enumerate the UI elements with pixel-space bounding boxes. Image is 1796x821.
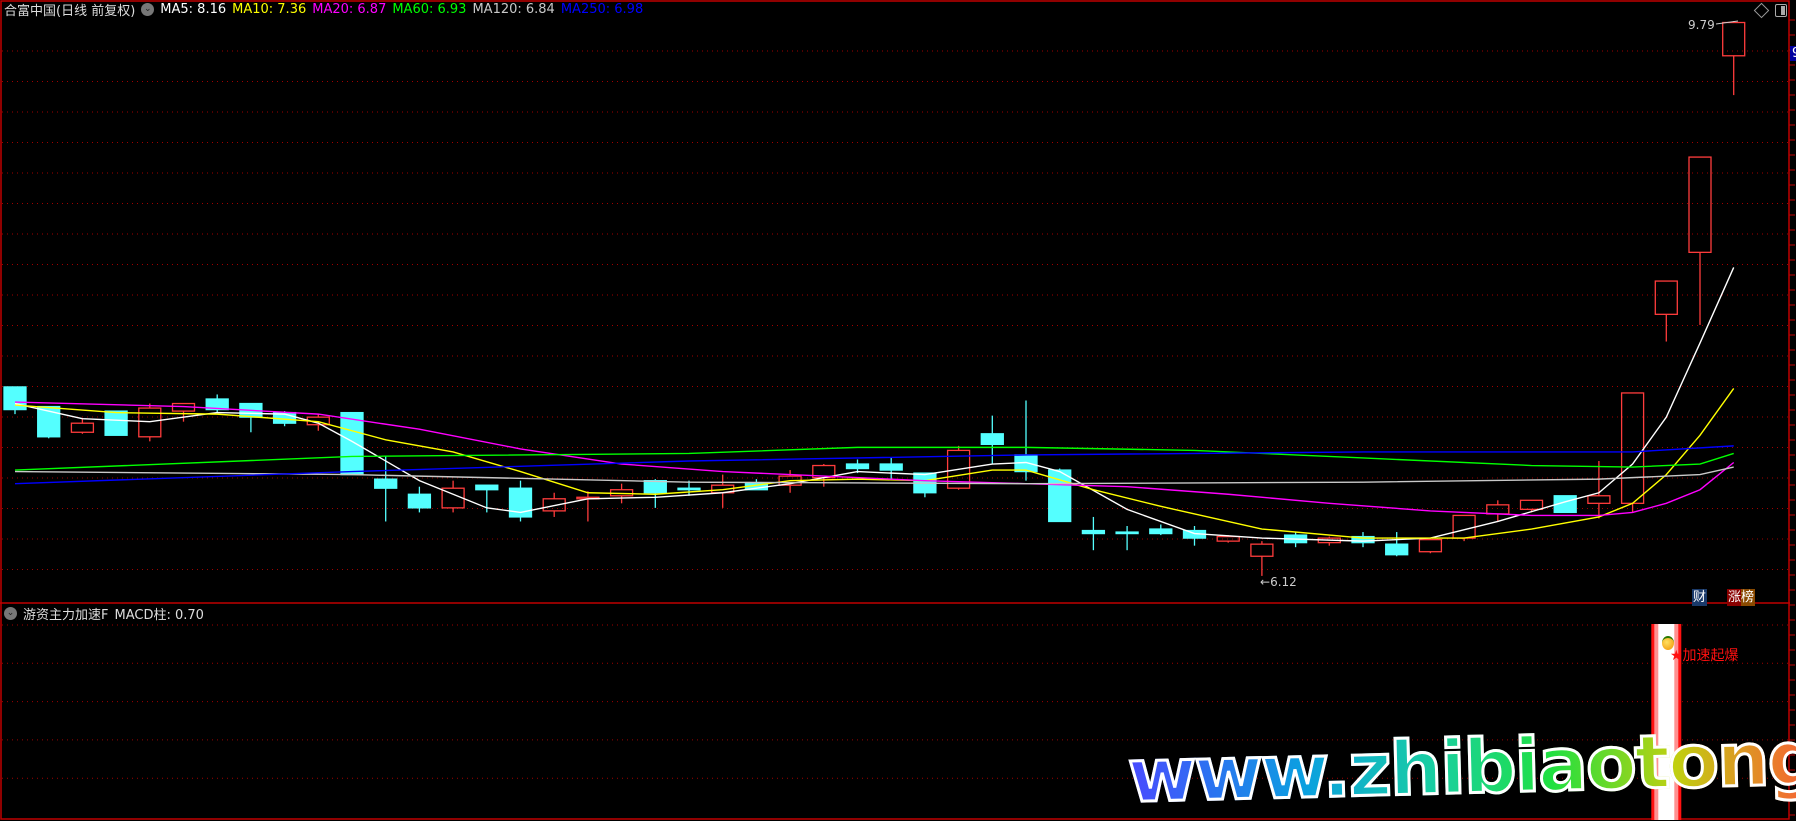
signal-bar-core — [1658, 624, 1675, 820]
indicator-title: 游资主力加速F — [23, 607, 109, 623]
low-price-label: ←6.12 — [1260, 575, 1297, 589]
chevron-down-icon[interactable]: ⌄ — [141, 2, 155, 16]
candle-down — [1081, 529, 1106, 535]
ma-line-ma250 — [14, 445, 1734, 485]
finance-badge[interactable]: 财 — [1692, 589, 1708, 606]
ma-line-ma20 — [14, 401, 1735, 517]
ma-legend-item: MA20: 6.87 — [312, 1, 387, 17]
candle-up — [542, 498, 566, 512]
indicator-value: MACD柱: 0.70 — [114, 607, 204, 623]
candle-down — [1149, 528, 1173, 535]
orange-fruit-icon — [1662, 636, 1674, 650]
candle-up — [1722, 21, 1746, 57]
ma-legend: MA5: 8.16 MA10: 7.36 MA20: 6.87 MA60: 6.93 M… — [160, 2, 649, 17]
ma-legend-item: MA5: 8.16 — [160, 1, 227, 17]
chevron-down-icon[interactable]: ⌄ — [4, 606, 17, 620]
candle-down — [845, 463, 870, 470]
candle-up — [1620, 392, 1645, 504]
candle-down — [374, 478, 398, 489]
candle-down — [980, 433, 1004, 446]
main-panel-header: 合富中国(日线 前复权) ⌄ MA5: 8.16 MA10: 7.36 MA20: … — [4, 0, 649, 19]
candle-down — [1115, 531, 1139, 535]
candle-up — [138, 407, 162, 438]
candle-down — [104, 410, 128, 436]
ma-line-ma5 — [14, 267, 1735, 542]
candle-up — [1216, 535, 1240, 542]
candle-up — [1654, 280, 1678, 315]
candle-down — [643, 479, 667, 494]
limit-up-list-badge[interactable]: 涨榜 — [1727, 589, 1756, 606]
candle-down — [1385, 543, 1409, 556]
high-arrow — [1715, 20, 1739, 25]
panel-toggle-icon[interactable] — [1775, 4, 1787, 17]
candle-down — [205, 398, 229, 411]
low-price-value: 6.12 — [1270, 575, 1297, 589]
candle-up — [1519, 499, 1544, 511]
candle-up — [1587, 495, 1611, 504]
candle-down — [3, 386, 27, 411]
signal-label: ★加速起爆 — [1670, 648, 1739, 664]
indicator-panel-header: ⌄ 游资主力加速F MACD柱: 0.70 — [4, 604, 210, 623]
candle-down — [1351, 535, 1375, 544]
candle-down — [879, 463, 903, 471]
ma-line-ma120 — [14, 466, 1734, 485]
candle-up — [1418, 538, 1443, 553]
ma-legend-item: MA120: 6.84 — [472, 1, 555, 17]
candle-up — [1486, 504, 1510, 515]
candle-down — [37, 405, 61, 438]
ma-legend-item: MA250: 6.98 — [560, 1, 644, 17]
ma-line-ma60 — [14, 446, 1734, 471]
price-axis-label: 9 — [1790, 46, 1796, 61]
candle-up — [1688, 156, 1712, 253]
candle-down — [677, 487, 701, 491]
candle-down — [475, 484, 499, 491]
candle-up — [1452, 514, 1476, 539]
candle-down — [407, 493, 432, 509]
ma-line-ma10 — [14, 388, 1735, 539]
candle-up — [70, 422, 95, 433]
ma-legend-item: MA60: 6.93 — [392, 1, 467, 17]
candle-up — [1250, 543, 1274, 557]
ma-legend-item: MA10: 7.36 — [232, 1, 307, 17]
candle-up — [946, 449, 971, 489]
candle-down — [508, 487, 533, 518]
stock-title: 合富中国(日线 前复权) — [4, 3, 136, 19]
high-price-label: 9.79 — [1688, 18, 1715, 32]
candle-down — [340, 411, 364, 476]
